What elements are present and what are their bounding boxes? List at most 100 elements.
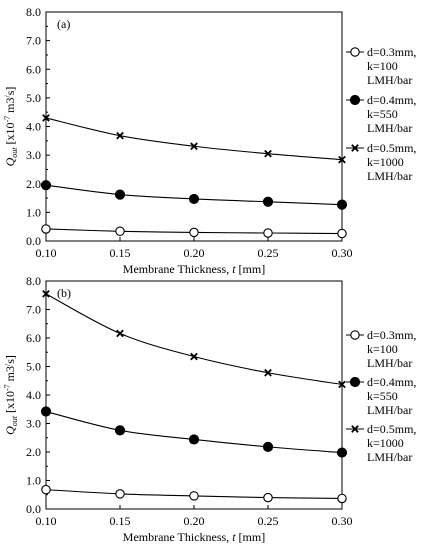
data-point [41, 224, 51, 234]
legend-label: k=550 [367, 389, 398, 403]
legend-label: d=0.3mm, [367, 45, 416, 59]
legend-label: d=0.5mm, [367, 422, 416, 436]
series-d05-k1000 [42, 289, 346, 389]
data-point [264, 368, 272, 377]
series-d04-k550 [40, 406, 348, 458]
data-point [338, 155, 346, 164]
y-tick-label: 3.0 [26, 417, 41, 431]
data-point [115, 489, 125, 499]
y-tick-label: 2.0 [26, 445, 41, 459]
y-tick-label: 1.0 [26, 474, 41, 488]
x-tick-label: 0.10 [36, 246, 57, 260]
y-tick-label: 8.0 [26, 5, 41, 19]
legend-marker [350, 47, 360, 57]
data-point [264, 149, 272, 158]
data-point [116, 329, 124, 338]
chart-panel-b: 0.0 1.0 2.0 3.0 4.0 5.0 6.0 7.0 8.0 0.10 0.15 0.20 0… [3, 274, 416, 544]
legend-label: k=550 [367, 107, 398, 121]
y-tick-label: 8.0 [26, 274, 41, 288]
data-point [337, 228, 347, 239]
data-point [190, 142, 198, 151]
legend-label: LMH/bar [367, 121, 412, 135]
data-point [114, 425, 126, 436]
x-tick-label: 0.15 [110, 514, 131, 528]
legend-label: d=0.4mm, [367, 375, 416, 389]
legend-label: LMH/bar [367, 356, 412, 370]
data-point [40, 406, 52, 417]
series-d04-k550 [40, 180, 348, 210]
y-axis-title: Qout [x10-7 m3/s] [3, 87, 19, 167]
data-point [188, 434, 200, 445]
panel-label: (b) [57, 286, 71, 300]
legend-label: LMH/bar [367, 73, 412, 87]
plot-frame [45, 280, 343, 510]
y-tick-label: 7.0 [26, 34, 41, 48]
data-point [40, 180, 52, 191]
plot-frame [45, 11, 343, 242]
legend-marker [351, 425, 359, 433]
panel-label: (a) [57, 17, 70, 31]
x-tick-label: 0.15 [110, 246, 131, 260]
x-tick-label: 0.25 [258, 246, 279, 260]
legend-label: d=0.4mm, [367, 93, 416, 107]
legend-label: LMH/bar [367, 450, 412, 464]
data-point [41, 484, 51, 495]
data-point [115, 226, 125, 237]
data-point [263, 492, 273, 503]
x-axis-title: Membrane Thickness, t [mm] [123, 262, 265, 276]
y-tick-label: 6.0 [26, 331, 41, 345]
x-tick-label: 0.30 [332, 246, 353, 260]
data-point [338, 380, 346, 389]
legend-label: k=1000 [367, 436, 404, 450]
legend-marker [349, 94, 361, 106]
data-point [262, 441, 274, 452]
data-point [336, 199, 348, 210]
series-d03-k100 [41, 224, 347, 239]
legend-label: d=0.3mm, [367, 328, 416, 342]
series-line [45, 293, 343, 385]
data-point [42, 289, 50, 298]
legend-label: LMH/bar [367, 403, 412, 417]
series-d03-k100 [41, 484, 347, 504]
data-point [189, 227, 199, 238]
chart-panel-a: 0.0 1.0 2.0 3.0 4.0 5.0 6.0 7.0 8.0 0.10 0.15 0.20 0… [3, 5, 416, 276]
x-axis-title: Membrane Thickness, t [mm] [123, 530, 265, 544]
data-point [262, 196, 274, 207]
series-line [45, 410, 343, 454]
data-point [337, 493, 347, 504]
data-point [114, 189, 126, 200]
data-point [42, 114, 50, 122]
legend-label: d=0.5mm, [367, 141, 416, 155]
x-tick-label: 0.20 [184, 246, 205, 260]
x-tick-label: 0.30 [332, 514, 353, 528]
legend-label: k=100 [367, 342, 398, 356]
data-point [190, 352, 198, 361]
y-tick-label: 5.0 [26, 91, 41, 105]
data-point [263, 228, 273, 238]
data-point [189, 491, 199, 501]
y-tick-label: 4.0 [26, 120, 41, 134]
series-d05-k1000 [42, 114, 346, 164]
legend-marker [350, 330, 360, 340]
legend-marker [351, 144, 359, 152]
legend-marker [349, 376, 361, 388]
y-tick-label: 1.0 [26, 205, 41, 219]
data-point [336, 447, 348, 458]
y-tick-label: 0.0 [26, 234, 41, 248]
x-tick-label: 0.25 [258, 514, 279, 528]
legend-label: k=100 [367, 59, 398, 73]
y-tick-label: 5.0 [26, 360, 41, 374]
data-point [116, 131, 124, 140]
series-line [45, 117, 343, 161]
x-tick-label: 0.10 [36, 514, 57, 528]
y-tick-label: 6.0 [26, 62, 41, 76]
y-tick-label: 4.0 [26, 388, 41, 402]
y-axis-title: Qout [x10-7 m3/s] [3, 355, 19, 435]
legend-label: k=1000 [367, 155, 404, 169]
y-tick-label: 2.0 [26, 177, 41, 191]
